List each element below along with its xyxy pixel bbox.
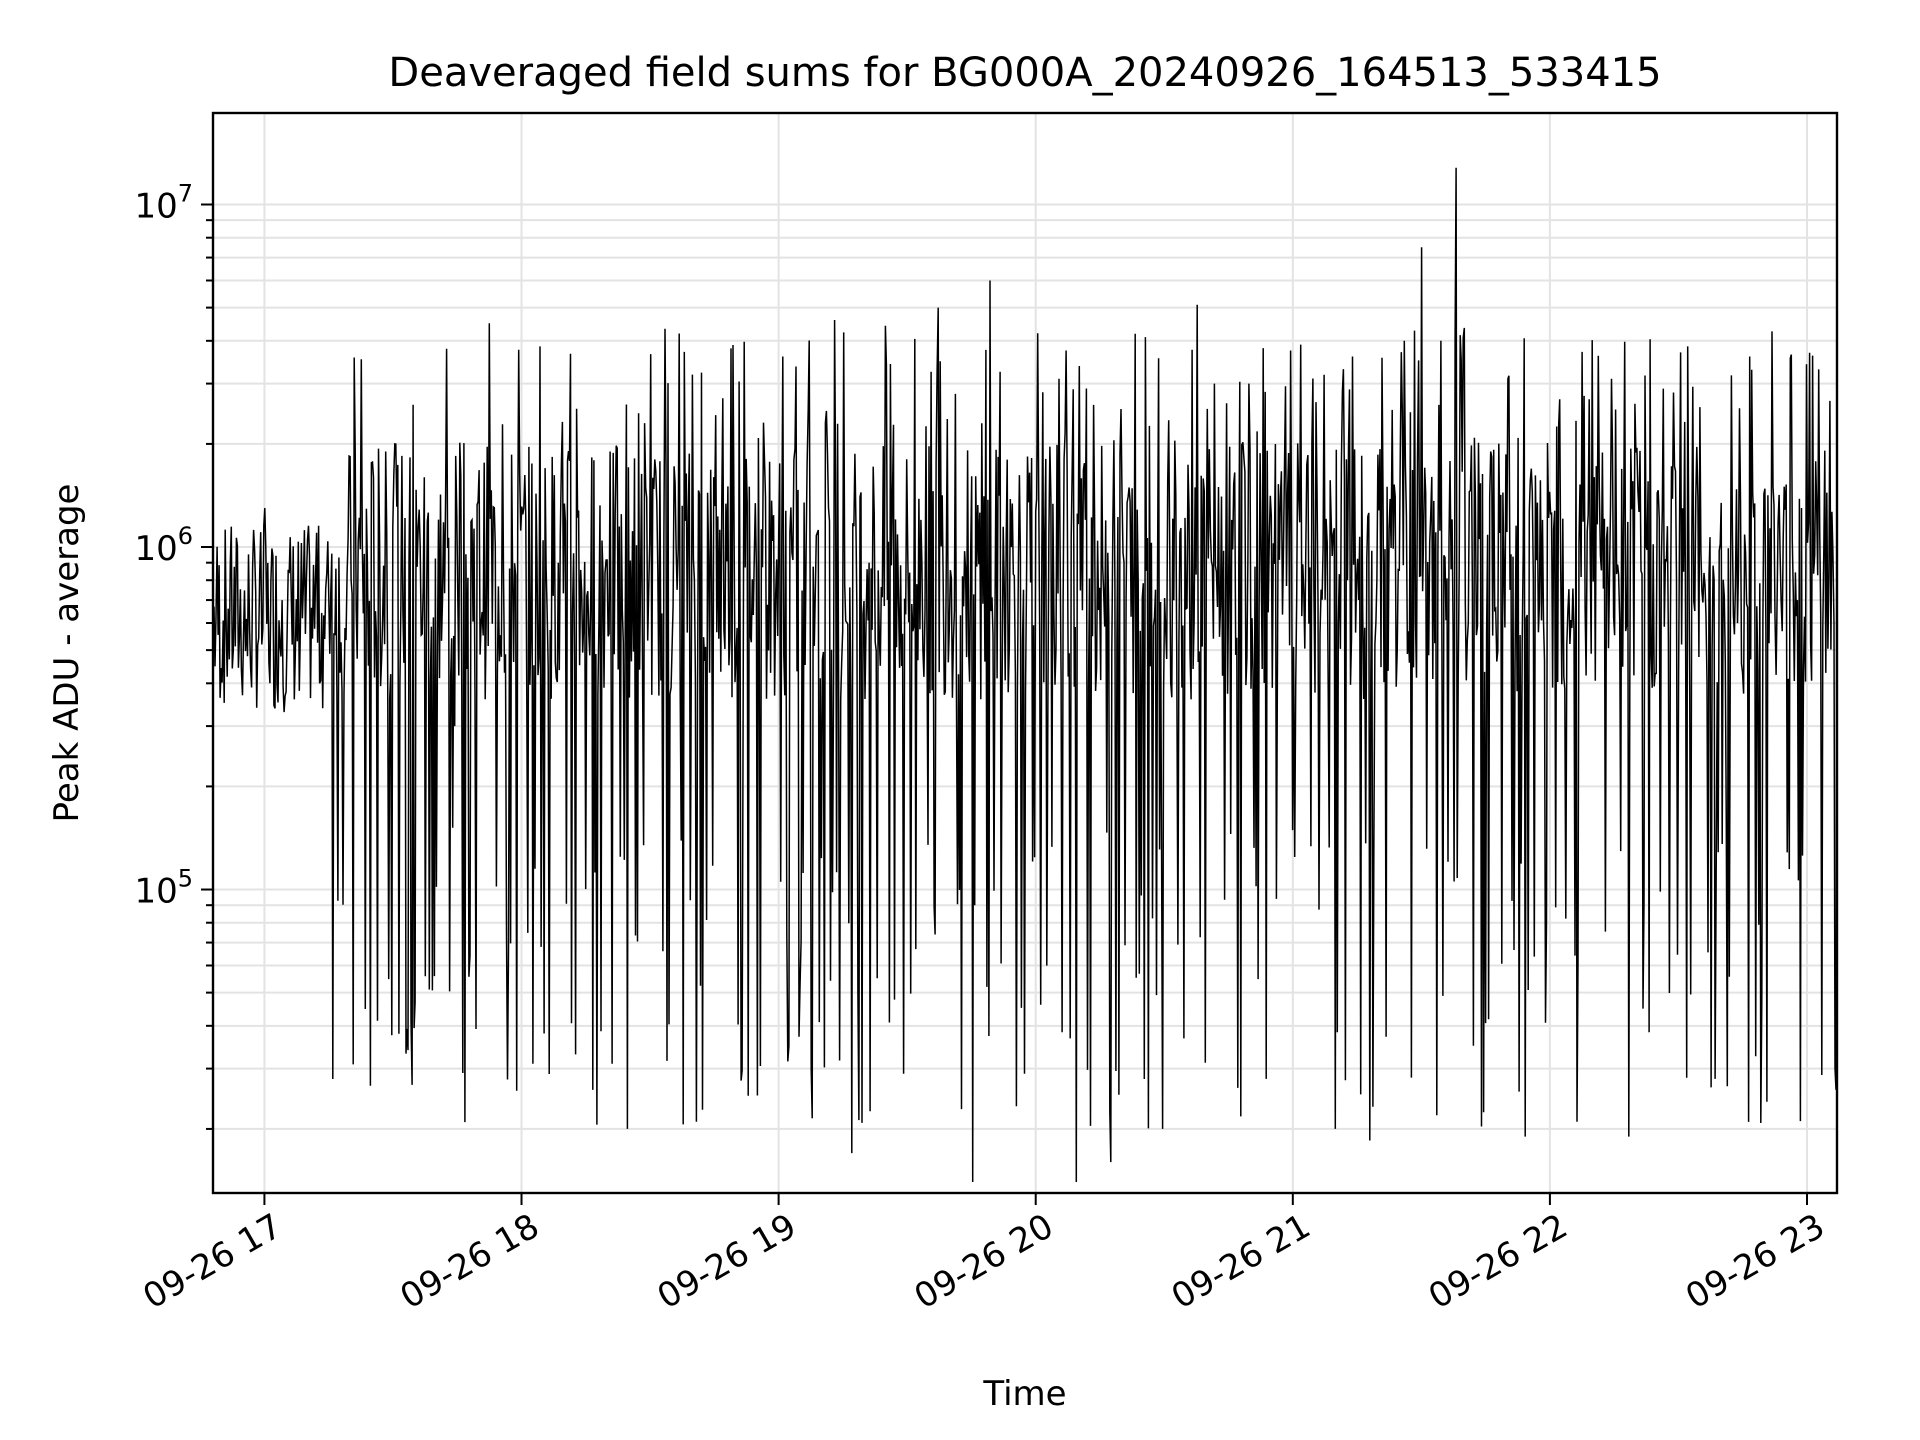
data-series-line xyxy=(212,167,1838,1183)
chart-title: Deaveraged field sums for BG000A_2024092… xyxy=(388,50,1661,96)
y-tick-label-exponent: 5 xyxy=(178,865,193,893)
y-tick-label: 106 xyxy=(134,522,193,569)
x-axis-label: Time xyxy=(982,1374,1066,1414)
y-tick-label: 105 xyxy=(134,865,193,912)
y-tick-label-base: 10 xyxy=(134,872,177,912)
y-tick-label-exponent: 7 xyxy=(178,180,193,208)
y-tick-label: 107 xyxy=(134,180,193,227)
y-tick-label-base: 10 xyxy=(134,529,177,569)
y-axis-label: Peak ADU - average xyxy=(47,484,87,823)
y-tick-label-base: 10 xyxy=(134,187,177,227)
plot-frame xyxy=(211,111,1839,1195)
series xyxy=(212,167,1838,1183)
y-tick-label-exponent: 6 xyxy=(178,522,193,550)
